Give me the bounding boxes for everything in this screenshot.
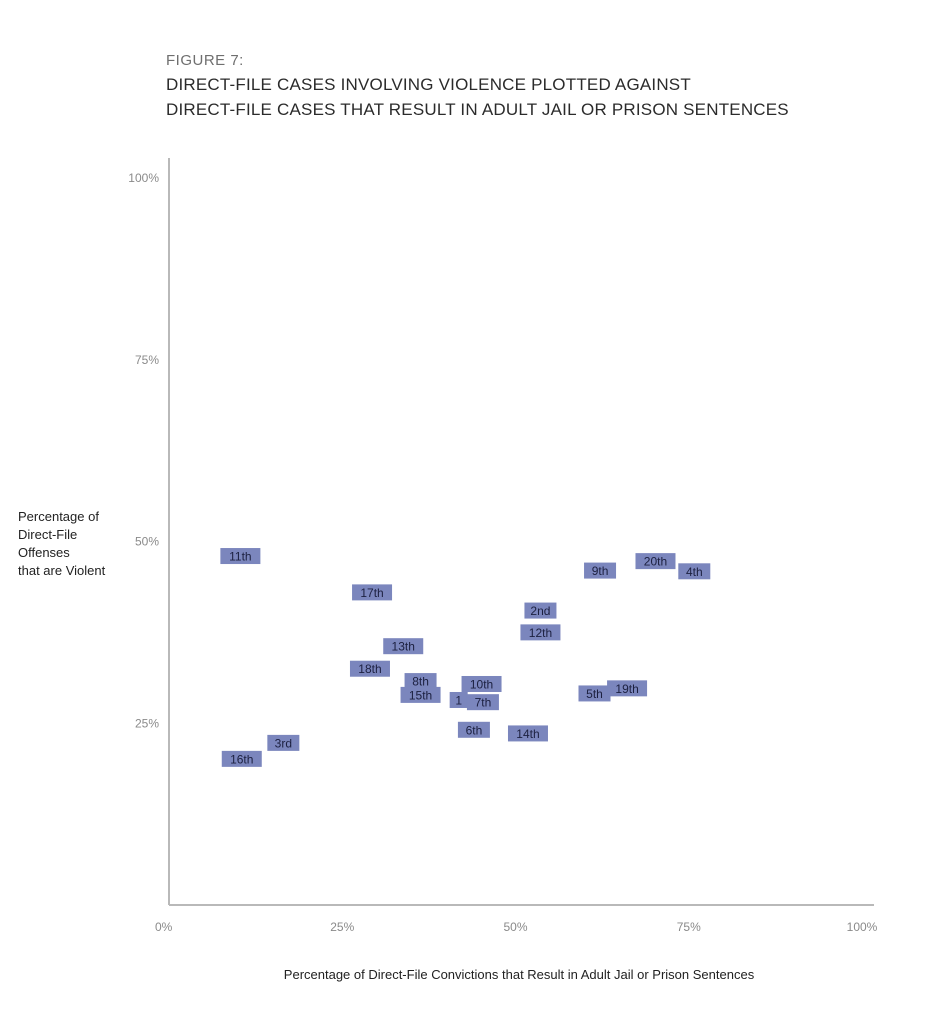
y-axis-label-line: Percentage of (18, 509, 99, 524)
x-tick-label: 75% (677, 920, 701, 934)
y-axis-label-line: Direct-File (18, 527, 78, 542)
data-point-label: 17th (360, 586, 383, 600)
data-point-label: 5th (586, 687, 603, 701)
data-point: 13th (383, 638, 424, 655)
x-tick-label: 50% (503, 920, 527, 934)
chart-title-line-1: DIRECT-FILE CASES INVOLVING VIOLENCE PLO… (166, 75, 691, 94)
data-point: 14th (507, 725, 548, 742)
x-axis-label: Percentage of Direct-File Convictions th… (283, 967, 755, 982)
data-point-marker (524, 602, 557, 619)
data-point: 10th (461, 675, 502, 692)
x-tick-label: 100% (847, 920, 878, 934)
data-point-marker (352, 584, 393, 601)
data-point-label: 8th (412, 675, 429, 689)
data-point: 6th (457, 721, 490, 738)
y-tick-label: 75% (135, 353, 159, 367)
data-point-marker (449, 691, 468, 708)
data-point: 1 (449, 691, 468, 708)
data-point: 2nd (524, 602, 557, 619)
y-tick-label: 25% (135, 716, 159, 730)
data-point: 4th (678, 563, 711, 580)
data-point-marker (520, 624, 561, 641)
y-axis-label: Percentage of Direct-File Offenses that … (18, 508, 105, 580)
data-point-label: 2nd (530, 604, 550, 618)
data-point: 9th (584, 562, 617, 579)
data-point: 11th (220, 548, 261, 565)
data-point: 5th (578, 685, 611, 702)
data-point-label: 4th (686, 565, 703, 579)
data-point: 15th (400, 686, 441, 703)
data-point: 17th (352, 584, 393, 601)
tick-labels: 0% 25% 50% 75% 100% 25% 50% 75% 100% (128, 171, 877, 934)
data-point-label: 11th (229, 550, 251, 564)
data-point-marker (678, 563, 711, 580)
y-tick-label: 50% (135, 535, 159, 549)
data-point-label: 6th (466, 723, 483, 737)
data-point-marker (221, 750, 262, 767)
x-tick-label: 25% (330, 920, 354, 934)
axes (168, 158, 874, 906)
data-point-label: 10th (470, 677, 493, 691)
data-point: 7th (466, 694, 499, 711)
data-point: 3rd (267, 734, 300, 751)
data-point-marker (584, 562, 617, 579)
data-point-marker (578, 685, 611, 702)
data-point-label: 3rd (275, 736, 292, 750)
data-point-marker (466, 694, 499, 711)
data-point: 19th (607, 680, 648, 697)
data-point-marker (457, 721, 490, 738)
data-point-marker (383, 638, 424, 655)
data-point-label: 18th (358, 662, 381, 676)
data-point-marker (400, 686, 441, 703)
data-point-marker (220, 548, 261, 565)
data-point: 18th (349, 660, 390, 677)
y-axis-label-line: Offenses (18, 545, 70, 560)
data-point-label: 14th (516, 727, 539, 741)
data-point-marker (461, 675, 502, 692)
data-point-label: 19th (615, 682, 638, 696)
data-point-label: 20th (644, 555, 667, 569)
data-point: 8th (404, 673, 437, 690)
x-tick-label: 0% (155, 920, 173, 934)
data-point: 16th (221, 750, 262, 767)
data-point-label: 7th (475, 696, 492, 710)
data-point-label: 16th (230, 752, 253, 766)
y-tick-label: 100% (128, 171, 159, 185)
data-point-marker (404, 673, 437, 690)
data-point-marker (349, 660, 390, 677)
data-point: 20th (635, 553, 676, 570)
y-axis-label-line: that are Violent (18, 563, 106, 578)
chart-title-line-2: DIRECT-FILE CASES THAT RESULT IN ADULT J… (166, 100, 789, 119)
data-point-marker (267, 734, 300, 751)
data-point: 12th (520, 624, 561, 641)
data-point-label: 13th (392, 640, 415, 654)
data-point-marker (607, 680, 648, 697)
data-point-marker (635, 553, 676, 570)
data-point-label: 12th (529, 626, 552, 640)
data-point-label: 1 (455, 693, 462, 707)
data-point-label: 15th (409, 688, 432, 702)
figure-label: FIGURE 7: (166, 52, 244, 69)
data-point-marker (507, 725, 548, 742)
data-point-label: 9th (592, 564, 609, 578)
